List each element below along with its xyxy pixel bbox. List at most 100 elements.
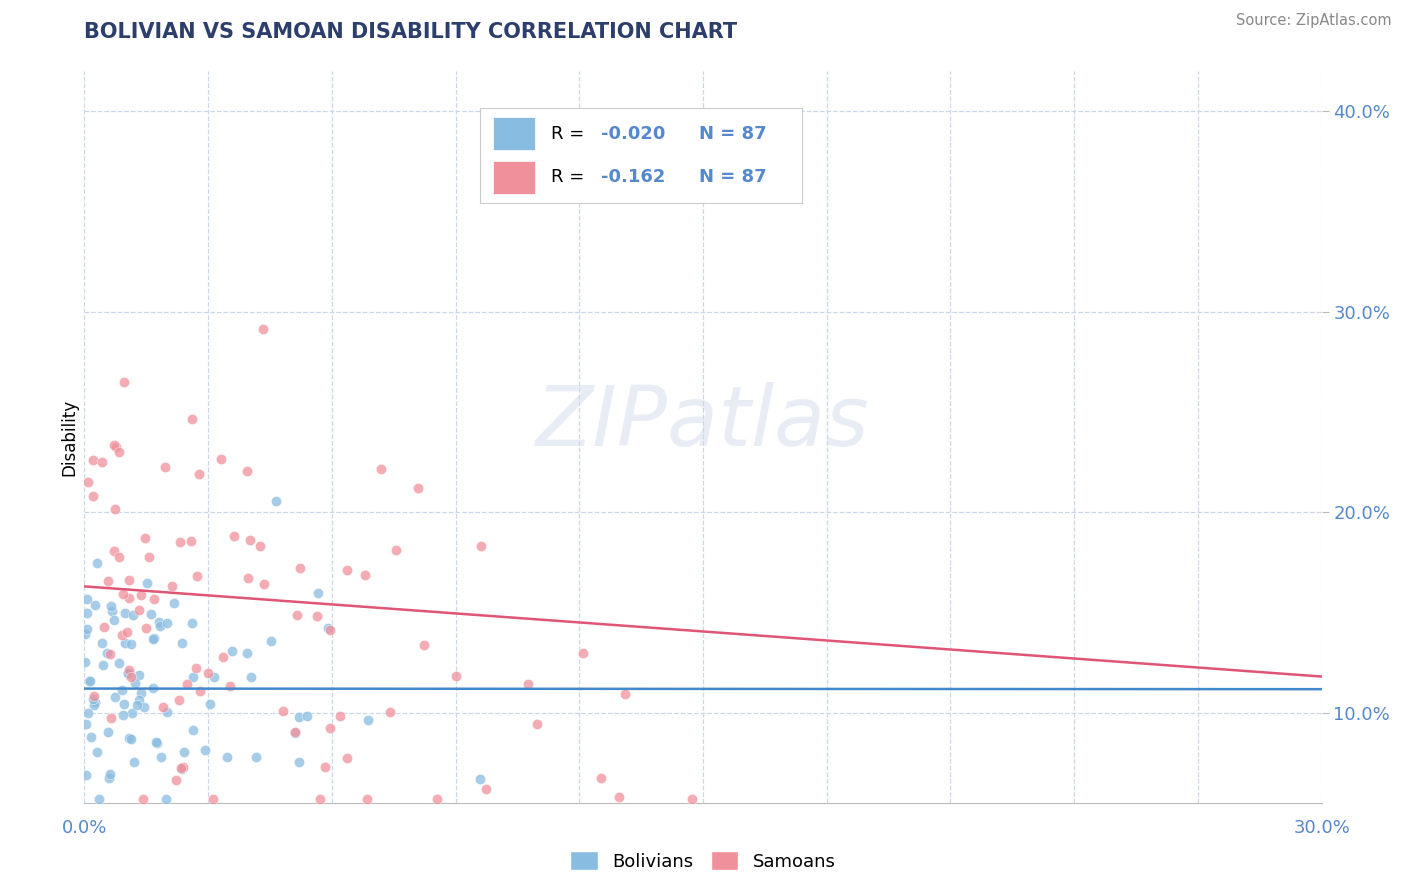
Point [385, 543, 408, 558]
Point [224, 529, 246, 543]
Point [517, 677, 540, 691]
Point [122, 755, 145, 769]
Point [103, 543, 125, 558]
Y-axis label: Disability: Disability [60, 399, 79, 475]
Point [218, 679, 240, 693]
Point [143, 591, 166, 606]
Point [111, 682, 134, 697]
Point [253, 577, 276, 591]
Point [75, 768, 97, 782]
Point [77, 673, 100, 688]
Point [77, 706, 100, 721]
Point [156, 705, 179, 719]
Point [84, 598, 107, 612]
Point [314, 760, 336, 774]
Point [318, 621, 340, 635]
Point [76, 622, 98, 636]
Point [124, 675, 146, 690]
Point [180, 533, 202, 548]
Point [180, 616, 202, 631]
Point [90, 636, 112, 650]
Point [172, 759, 194, 773]
Point [329, 709, 352, 723]
Point [128, 692, 150, 706]
Point [142, 631, 165, 645]
Point [125, 698, 148, 712]
Point [475, 782, 498, 797]
Point [378, 705, 401, 719]
Point [264, 493, 287, 508]
Point [120, 670, 142, 684]
Text: 30.0%: 30.0% [1294, 819, 1350, 837]
Point [112, 698, 135, 712]
Point [104, 690, 127, 705]
Point [108, 445, 131, 459]
Point [136, 576, 159, 591]
Point [160, 578, 183, 592]
Point [103, 438, 125, 452]
Point [114, 607, 136, 621]
Text: -0.020: -0.020 [600, 125, 665, 143]
Point [169, 534, 191, 549]
Point [194, 743, 217, 757]
Point [145, 734, 167, 748]
Point [188, 467, 211, 482]
Point [412, 638, 434, 652]
Point [165, 772, 187, 787]
Point [98, 766, 121, 780]
Point [115, 624, 138, 639]
Text: R =: R = [551, 125, 591, 143]
Point [80, 730, 103, 744]
Point [215, 750, 238, 764]
Point [181, 670, 204, 684]
Point [318, 623, 340, 637]
Point [82, 452, 104, 467]
Point [186, 568, 208, 582]
Point [209, 452, 232, 467]
Text: -0.162: -0.162 [600, 169, 665, 186]
Point [526, 717, 548, 731]
Point [118, 591, 141, 605]
Point [129, 686, 152, 700]
Point [284, 726, 307, 740]
Text: R =: R = [551, 169, 591, 186]
Point [73, 627, 96, 641]
Point [591, 771, 613, 785]
Point [370, 462, 392, 476]
Point [122, 608, 145, 623]
Point [87, 792, 110, 806]
Point [153, 460, 176, 475]
Point [236, 647, 259, 661]
Point [93, 620, 115, 634]
Point [91, 657, 114, 672]
Point [128, 603, 150, 617]
Point [609, 790, 631, 805]
Point [77, 475, 100, 489]
Point [117, 666, 139, 681]
Point [172, 636, 194, 650]
Point [76, 591, 98, 606]
Point [105, 440, 128, 454]
Point [319, 721, 342, 735]
Point [307, 609, 329, 624]
Point [112, 375, 135, 389]
Point [240, 670, 263, 684]
Point [236, 464, 259, 478]
Point [288, 561, 311, 575]
Point [86, 745, 108, 759]
Bar [494, 118, 534, 150]
Point [170, 761, 193, 775]
Text: Source: ZipAtlas.com: Source: ZipAtlas.com [1236, 13, 1392, 29]
Point [181, 723, 204, 738]
Point [336, 750, 359, 764]
Point [75, 717, 97, 731]
Point [142, 632, 165, 647]
Point [121, 706, 143, 721]
Point [198, 697, 221, 711]
Point [138, 550, 160, 565]
Point [84, 695, 107, 709]
Point [181, 412, 204, 426]
Point [249, 539, 271, 553]
Point [308, 792, 330, 806]
Point [129, 589, 152, 603]
